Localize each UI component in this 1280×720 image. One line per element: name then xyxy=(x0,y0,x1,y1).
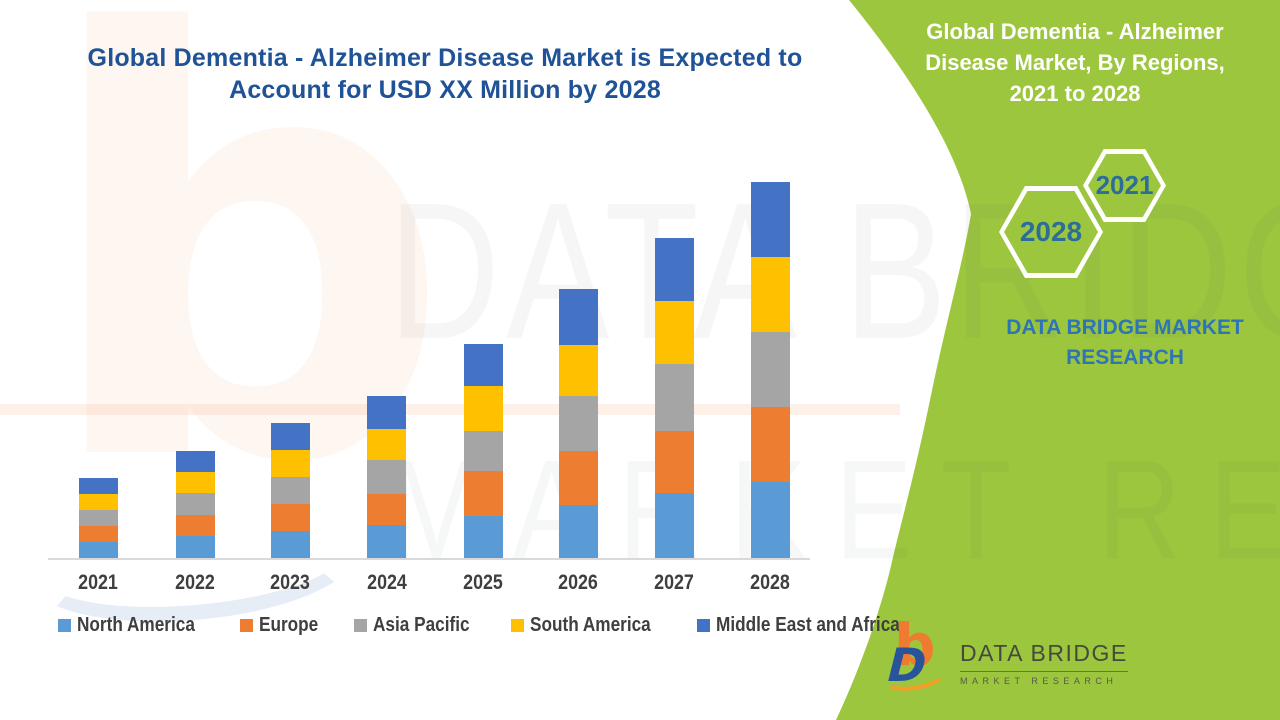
bar-2026 xyxy=(558,289,598,558)
bar-2028 xyxy=(750,182,790,558)
brand-name-text: DATA BRIDGE MARKET RESEARCH xyxy=(1006,316,1244,369)
bar-2027 xyxy=(654,238,694,558)
legend-swatch-north-america xyxy=(58,619,71,632)
bar-2021 xyxy=(78,478,118,558)
bar-segment-south-america xyxy=(367,429,406,460)
chart-title: Global Dementia - Alzheimer Disease Mark… xyxy=(87,44,803,104)
bar-segment-north-america xyxy=(558,505,598,558)
logo-b-glyph: b xyxy=(894,611,936,679)
bar-segment-south-america xyxy=(558,345,598,396)
legend-label-north-america: North America xyxy=(77,614,195,636)
bar-segment-middle-east-and-africa xyxy=(175,451,215,472)
bar-segment-south-america xyxy=(270,450,310,477)
bar-segment-middle-east-and-africa xyxy=(654,238,694,301)
bar-segment-asia-pacific xyxy=(654,364,694,431)
legend-item-middle-east-and-africa: Middle East and Africa xyxy=(696,614,930,637)
bar-segment-europe xyxy=(270,504,310,531)
logo-subname: MARKET RESEARCH xyxy=(960,676,1118,686)
chart-legend: North America Europe Asia Pacific South Ame… xyxy=(58,614,900,637)
bar-2024 xyxy=(367,396,406,558)
legend-item-asia-pacific: Asia Pacific xyxy=(353,614,485,637)
bar-segment-north-america xyxy=(367,525,406,558)
bar-2025 xyxy=(463,344,503,558)
legend-swatch-middle-east-and-africa xyxy=(696,619,710,632)
hexagon-badge-2021: 2021 xyxy=(1083,149,1166,222)
bar-segment-south-america xyxy=(175,472,215,493)
bar-segment-asia-pacific xyxy=(175,493,215,515)
bar-segment-asia-pacific xyxy=(270,477,310,504)
badge-year-2028: 2028 xyxy=(1019,216,1083,247)
bar-segment-south-america xyxy=(750,257,790,332)
legend-label-south-america: South America xyxy=(530,614,652,636)
legend-swatch-asia-pacific xyxy=(353,619,367,632)
legend-item-north-america: North America xyxy=(58,614,214,637)
bar-segment-middle-east-and-africa xyxy=(558,289,598,345)
company-logo: b D DATA BRIDGE MARKET RESEARCH xyxy=(880,616,1128,698)
legend-label-asia-pacific: Asia Pacific xyxy=(372,614,470,636)
bar-segment-north-america xyxy=(463,516,503,558)
x-axis-label-2025: 2025 xyxy=(463,571,503,594)
legend-label-middle-east-and-africa: Middle East and Africa xyxy=(715,614,900,636)
legend-swatch-south-america xyxy=(511,619,525,632)
bar-segment-south-america xyxy=(78,494,118,510)
watermark-swoosh-orange xyxy=(0,404,900,415)
bar-segment-asia-pacific xyxy=(558,396,598,451)
legend-item-europe: Europe xyxy=(240,614,328,637)
bar-segment-middle-east-and-africa xyxy=(750,182,790,257)
bar-segment-europe xyxy=(654,431,694,493)
x-axis-label-2021: 2021 xyxy=(78,571,118,594)
bar-segment-asia-pacific xyxy=(78,510,118,526)
logo-text-block: DATA BRIDGE MARKET RESEARCH xyxy=(960,632,1128,686)
bar-segment-south-america xyxy=(463,386,503,431)
watermark-text-line2: MARKET RESEARCH xyxy=(388,430,1280,590)
bar-2022 xyxy=(175,451,215,558)
bar-segment-middle-east-and-africa xyxy=(463,344,503,386)
legend-item-south-america: South America xyxy=(511,614,670,637)
bar-segment-north-america xyxy=(270,531,310,558)
bar-segment-europe xyxy=(78,526,118,542)
legend-label-europe: Europe xyxy=(259,614,319,636)
bar-2023 xyxy=(270,423,310,558)
logo-name: DATA BRIDGE xyxy=(960,640,1128,672)
bar-segment-middle-east-and-africa xyxy=(367,396,406,429)
bar-segment-north-america xyxy=(750,482,790,558)
data-bridge-logo-icon: b D xyxy=(880,616,948,698)
x-axis-label-2024: 2024 xyxy=(366,571,407,594)
x-axis-label-2027: 2027 xyxy=(654,571,694,594)
bar-segment-south-america xyxy=(654,301,694,364)
bar-segment-asia-pacific xyxy=(367,460,406,494)
bar-segment-europe xyxy=(463,471,503,516)
green-panel-shape xyxy=(836,0,1280,720)
bar-segment-north-america xyxy=(78,542,118,558)
x-axis-label-2026: 2026 xyxy=(558,571,598,594)
x-axis-label-2022: 2022 xyxy=(175,571,215,594)
badge-year-2021: 2021 xyxy=(1095,170,1154,200)
legend-swatch-europe xyxy=(240,619,254,632)
bar-segment-europe xyxy=(750,407,790,482)
bar-segment-europe xyxy=(175,515,215,536)
bar-segment-middle-east-and-africa xyxy=(78,478,118,494)
x-axis-label-2028: 2028 xyxy=(750,571,790,594)
bar-segment-asia-pacific xyxy=(750,332,790,407)
bar-segment-asia-pacific xyxy=(463,431,503,471)
bar-segment-north-america xyxy=(175,536,215,558)
x-axis-label-2023: 2023 xyxy=(270,571,310,594)
side-panel-title: Global Dementia - Alzheimer Disease Mark… xyxy=(925,19,1225,106)
hexagon-badge-2028-inner: 2028 xyxy=(1004,191,1098,273)
bar-segment-middle-east-and-africa xyxy=(270,423,310,450)
bar-segment-europe xyxy=(367,494,406,525)
x-axis-line xyxy=(48,558,810,560)
bar-segment-north-america xyxy=(654,493,694,558)
hexagon-badge-2021-inner: 2021 xyxy=(1088,154,1161,217)
bar-segment-europe xyxy=(558,451,598,505)
